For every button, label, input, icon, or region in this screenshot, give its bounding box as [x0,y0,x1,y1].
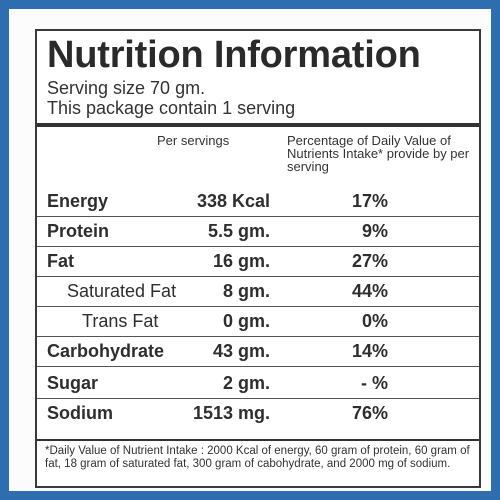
nutrient-name: Fat [47,251,74,271]
nutrient-daily-value: 76% [351,403,388,423]
nutrient-row-saturated-fat: Saturated Fat 8 gm. 44% [37,277,479,307]
nutrient-row-energy: Energy 338 Kcal 17% [37,187,479,217]
row-divider [37,336,479,337]
footnote-divider [37,439,479,441]
serving-size-text: Serving size 70 gm. [47,78,206,98]
nutrient-name: Energy [47,191,109,211]
per-serving-column-header: Per servings [157,133,230,148]
nutrient-row-sugar: Sugar 2 gm. - % [37,369,479,399]
nutrient-amount: 1513 mg. [192,403,270,423]
nutrient-row-fat: Fat 16 gm. 27% [37,247,479,277]
nutrient-amount: 16 gm. [212,251,270,271]
package-serving-text: This package contain 1 serving [47,98,296,118]
nutrient-daily-value: 14% [351,341,388,361]
nutrient-row-sodium: Sodium 1513 mg. 76% [37,399,479,429]
nutrient-name: Carbohydrate [47,341,165,361]
nutrient-name: Saturated Fat [67,281,177,301]
daily-value-footnote: *Daily Value of Nutrient Intake : 2000 K… [45,445,470,470]
nutrient-name: Trans Fat [82,311,159,331]
row-divider [37,246,479,247]
row-divider [37,216,479,217]
panel-title: Nutrition Information [47,34,421,76]
nutrient-amount: 43 gm. [212,341,270,361]
nutrient-name: Sodium [47,403,113,423]
daily-value-column-header: Percentage of Daily Value of Nutrients I… [287,133,470,174]
row-divider [37,366,479,367]
nutrient-daily-value: 17% [351,191,388,211]
nutrition-panel: Nutrition Information Serving size 70 gm… [35,29,481,488]
nutrient-name: Sugar [47,373,99,393]
row-divider [37,276,479,277]
header-divider [37,123,479,127]
nutrient-row-carbohydrate: Carbohydrate 43 gm. 14% [37,337,479,367]
nutrient-row-trans-fat: Trans Fat 0 gm. 0% [37,307,479,337]
row-divider [37,398,479,399]
nutrient-daily-value: 9% [361,221,388,241]
nutrient-amount: 8 gm. [222,281,270,301]
nutrient-daily-value: - % [361,373,388,393]
nutrient-amount: 2 gm. [222,373,270,393]
row-divider [37,306,479,307]
nutrient-amount: 338 Kcal [196,191,270,211]
nutrient-row-protein: Protein 5.5 gm. 9% [37,217,479,247]
nutrient-daily-value: 0% [361,311,388,331]
nutrient-amount: 0 gm. [222,311,270,331]
nutrient-daily-value: 27% [351,251,388,271]
nutrient-amount: 5.5 gm. [207,221,270,241]
nutrient-daily-value: 44% [351,281,388,301]
nutrient-name: Protein [47,221,110,241]
